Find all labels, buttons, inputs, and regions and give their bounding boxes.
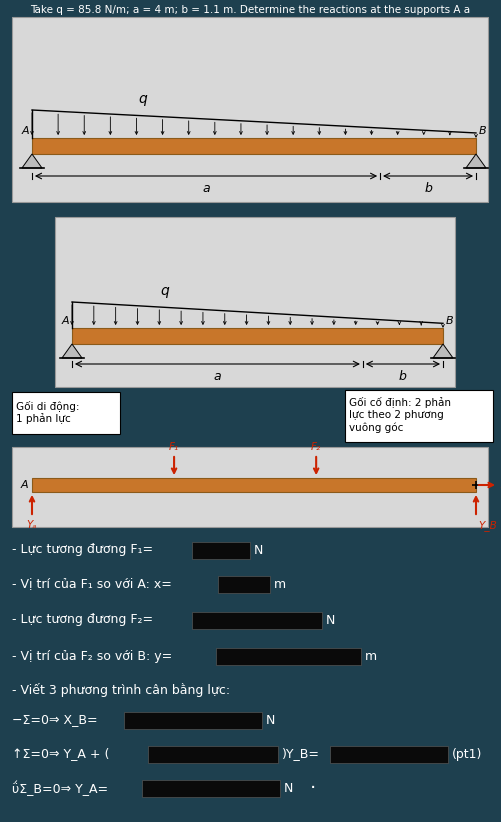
Text: N: N (266, 713, 276, 727)
Text: - Lực tương đương F₁=: - Lực tương đương F₁= (12, 543, 153, 556)
Text: a: a (213, 370, 221, 383)
Text: N: N (254, 543, 264, 556)
Text: ↑Σ=0⇒ Y_A + (: ↑Σ=0⇒ Y_A + ( (12, 747, 109, 760)
Polygon shape (433, 344, 453, 358)
Bar (12, 392, 120, 434)
Text: b: b (424, 182, 432, 195)
Text: lực theo 2 phương: lực theo 2 phương (349, 410, 444, 420)
Text: Gối di động:: Gối di động: (16, 400, 80, 412)
Polygon shape (466, 154, 486, 168)
Text: A: A (62, 316, 69, 326)
Text: )Y_B=: )Y_B= (282, 747, 320, 760)
Text: Y_B: Y_B (478, 520, 497, 531)
Text: - Vị trí của F₁ so với A: x=: - Vị trí của F₁ so với A: x= (12, 578, 172, 590)
Text: vuông góc: vuông góc (349, 423, 403, 433)
Bar (55, 217, 455, 387)
Bar (32, 478, 476, 492)
Text: ·: · (310, 778, 316, 797)
Text: N: N (284, 782, 294, 795)
Text: A: A (21, 480, 28, 490)
Text: F₁: F₁ (169, 442, 179, 452)
Text: - Viết 3 phương trình cân bằng lực:: - Viết 3 phương trình cân bằng lực: (12, 683, 230, 697)
Bar (142, 779, 280, 797)
Bar (218, 575, 270, 593)
Text: b: b (399, 370, 407, 383)
Text: a: a (202, 182, 210, 195)
Text: Take q = 85.8 N/m; a = 4 m; b = 1.1 m. Determine the reactions at the supports A: Take q = 85.8 N/m; a = 4 m; b = 1.1 m. D… (30, 5, 470, 15)
Bar (72, 328, 443, 344)
Bar (12, 447, 488, 527)
Text: X_B: X_B (500, 479, 501, 491)
Bar (148, 746, 278, 763)
Text: Gối cố định: 2 phản: Gối cố định: 2 phản (349, 396, 451, 408)
Text: - Vị trí của F₂ so với B: y=: - Vị trí của F₂ so với B: y= (12, 649, 172, 663)
Bar (345, 390, 493, 442)
Bar (192, 542, 250, 558)
Text: q: q (160, 284, 169, 298)
Bar (12, 17, 488, 202)
Text: F₂: F₂ (311, 442, 321, 452)
Text: (pt1): (pt1) (452, 747, 482, 760)
Text: m: m (274, 578, 286, 590)
Text: A: A (22, 126, 29, 136)
Text: B: B (446, 316, 453, 326)
Bar (330, 746, 448, 763)
Bar (32, 138, 476, 154)
Polygon shape (22, 154, 42, 168)
Text: ΰΣ_B=0⇒ Y_A=: ΰΣ_B=0⇒ Y_A= (12, 780, 108, 796)
Text: - Lực tương đương F₂=: - Lực tương đương F₂= (12, 613, 153, 626)
Text: m: m (365, 649, 377, 663)
Text: B: B (479, 126, 486, 136)
Bar (192, 612, 322, 629)
Text: −Σ=0⇒ X_B=: −Σ=0⇒ X_B= (12, 713, 98, 727)
Text: 1 phản lực: 1 phản lực (16, 413, 71, 424)
Text: q: q (139, 92, 147, 106)
Text: N: N (326, 613, 335, 626)
Text: Yₐ: Yₐ (27, 520, 37, 530)
Bar (124, 712, 262, 728)
Bar (216, 648, 361, 664)
Polygon shape (62, 344, 82, 358)
